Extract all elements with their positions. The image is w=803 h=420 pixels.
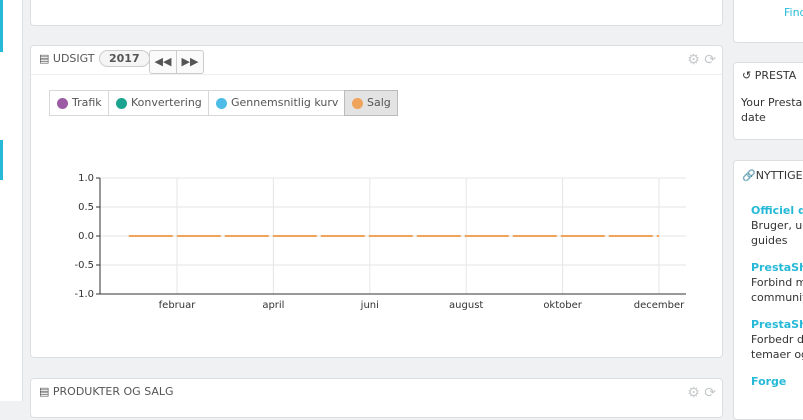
nav-marker — [0, 140, 3, 180]
left-nav — [0, 0, 23, 401]
nav-marker — [0, 0, 3, 52]
legend-dot — [216, 98, 227, 109]
next-button[interactable]: ▶▶ — [176, 50, 204, 74]
link-item: Forge — [751, 374, 803, 389]
panel-heading: ↺ PRESTA — [742, 69, 797, 82]
legend-label: Gennemsnitlig kurv — [231, 96, 339, 109]
link-title[interactable]: PrestaSho — [751, 318, 803, 331]
link-text: temaer og — [751, 348, 803, 361]
news-title: PRESTA — [754, 69, 797, 82]
panel-heading: ▤ UDSIGT — [39, 52, 95, 65]
news-panel: ↺ PRESTA Your PrestaS date — [733, 62, 803, 140]
products-title: PRODUKTER OG SALG — [52, 385, 174, 398]
legend-tab[interactable]: Trafik — [49, 90, 109, 116]
link-text: guides — [751, 234, 788, 247]
find-link[interactable]: Find — [784, 6, 803, 19]
overview-title: UDSIGT — [52, 52, 95, 65]
link-text: communit — [751, 291, 803, 304]
products-panel: ▤ PRODUKTER OG SALG ⚙ ⟳ — [30, 378, 723, 418]
top-panel — [30, 0, 723, 26]
news-text: Your PrestaS — [741, 96, 803, 109]
link-text: Forbedr di — [751, 333, 803, 346]
link-text: Bruger, ud — [751, 219, 803, 232]
news-text: date — [741, 111, 766, 124]
news-body: Your PrestaS date — [741, 95, 803, 125]
legend-tab[interactable]: Gennemsnitlig kurv — [208, 90, 346, 116]
panel-heading: ▤ PRODUKTER OG SALG — [39, 385, 174, 398]
links-body: Officiel do Bruger, ud guides PrestaSho Forb… — [751, 203, 803, 401]
link-title[interactable]: Forge — [751, 375, 787, 388]
overview-panel: ▤ UDSIGT 2017 ◀◀ ▶▶ ⚙ ⟳ Trafik Konverteri… — [30, 45, 723, 358]
link-title[interactable]: PrestaSho — [751, 261, 803, 274]
panel-icons[interactable]: ⚙ ⟳ — [687, 52, 716, 68]
legend-tab[interactable]: Salg — [344, 90, 398, 116]
link-item: Officiel do Bruger, ud guides — [751, 203, 803, 248]
link-text: Forbind m — [751, 276, 803, 289]
sidebar-top-panel: Find — [733, 0, 803, 43]
legend-dot — [57, 98, 68, 109]
prev-button[interactable]: ◀◀ — [149, 50, 177, 74]
links-title: NYTTIGE L — [755, 169, 803, 182]
legend-label: Salg — [367, 96, 391, 109]
panel-heading: 🔗NYTTIGE L — [742, 169, 803, 182]
link-item: PrestaSho Forbind m communit — [751, 260, 803, 305]
legend-dot — [352, 98, 363, 109]
link-item: PrestaSho Forbedr di temaer og — [751, 317, 803, 362]
year-badge: 2017 — [99, 50, 150, 67]
legend-dot — [116, 98, 127, 109]
link-title[interactable]: Officiel do — [751, 204, 803, 217]
legend-tab[interactable]: Konvertering — [108, 90, 209, 116]
links-panel: 🔗NYTTIGE L Officiel do Bruger, ud guides Pr… — [733, 160, 803, 420]
legend-label: Trafik — [72, 96, 102, 109]
legend-label: Konvertering — [131, 96, 202, 109]
divider — [31, 74, 722, 75]
panel-icons[interactable]: ⚙ ⟳ — [687, 385, 716, 401]
